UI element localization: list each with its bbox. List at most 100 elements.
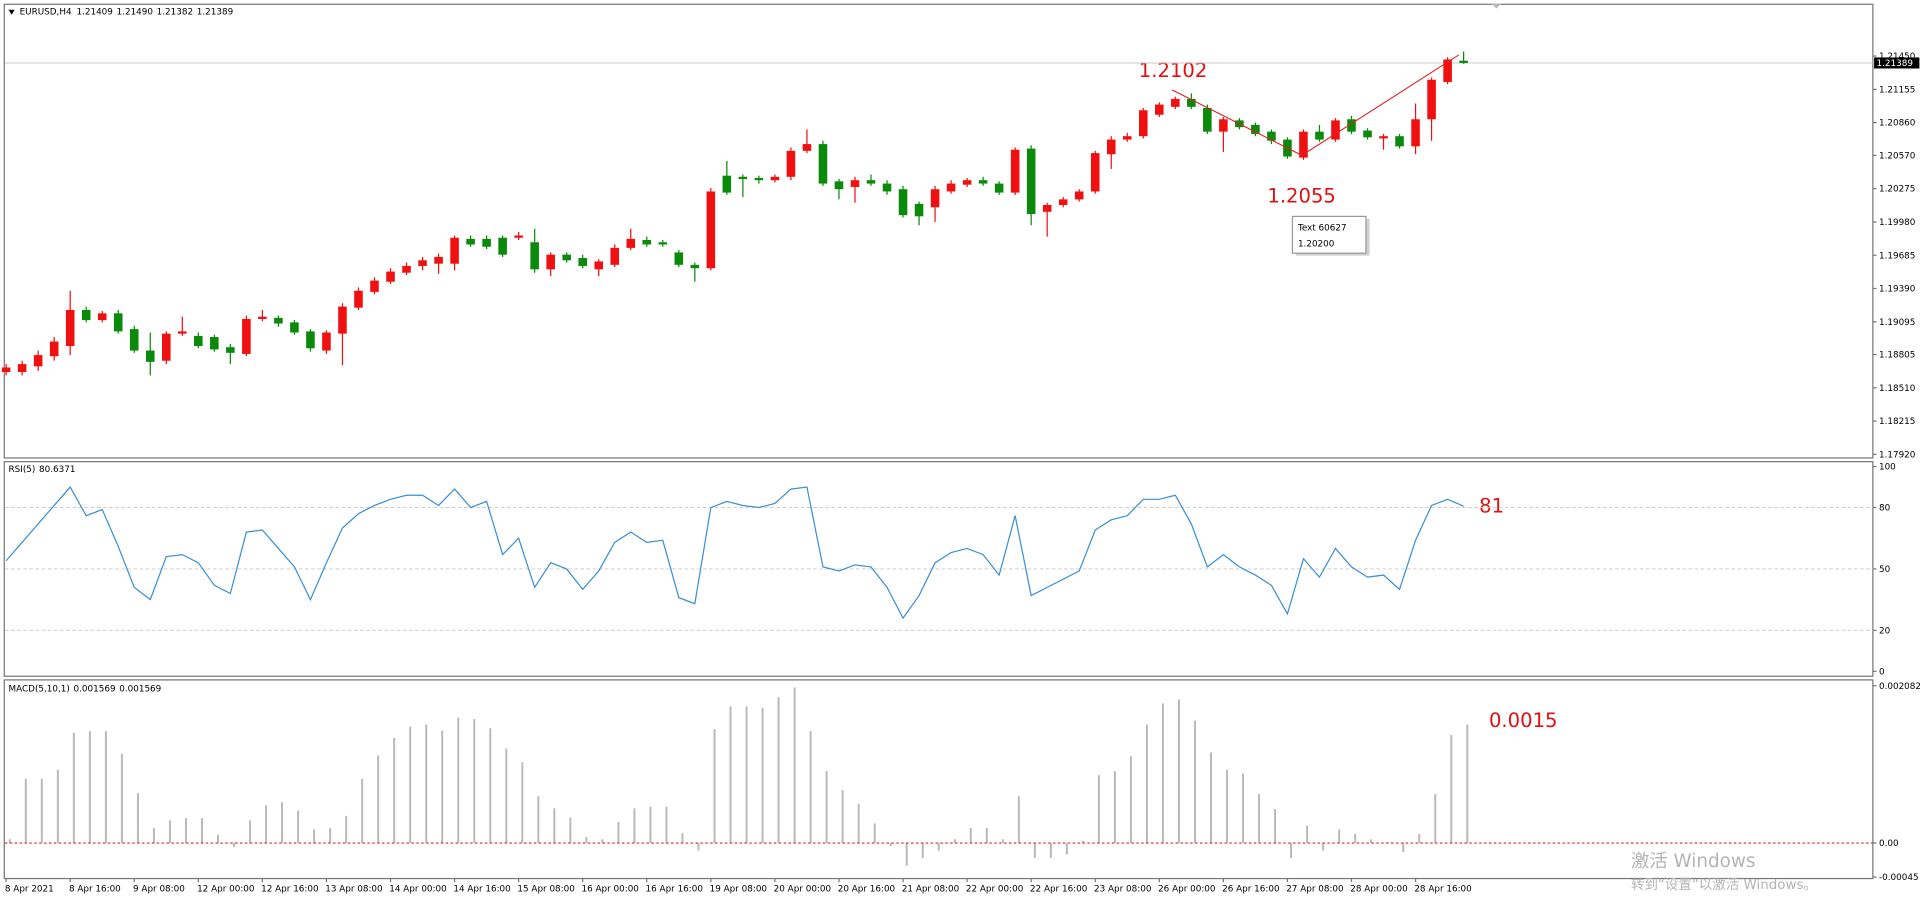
candle-body: [145, 350, 155, 362]
candle-body: [658, 242, 668, 245]
candle-body: [274, 317, 283, 324]
menu-arrow[interactable]: [8, 9, 15, 15]
x-tick-label: 9 Apr 08:00: [133, 884, 185, 894]
candle-body: [418, 260, 427, 266]
x-tick-label: 22 Apr 16:00: [1030, 884, 1088, 894]
symbol: EURUSD,H4: [20, 8, 72, 18]
candle-body: [1090, 153, 1100, 192]
candle-body: [1058, 199, 1068, 206]
watermark: 激活 Windows: [1631, 851, 1755, 872]
y-tick-label: 1.19390: [1879, 285, 1916, 295]
candle-body: [450, 237, 459, 264]
y-tick-label: 0: [1879, 667, 1885, 677]
x-tick-label: 28 Apr 16:00: [1414, 884, 1472, 894]
y-tick-label: 80: [1879, 504, 1891, 514]
candle-body: [17, 364, 27, 372]
candle-body: [370, 280, 379, 292]
x-tick-label: 13 Apr 08:00: [325, 884, 383, 894]
candle-body: [65, 309, 75, 347]
y-tick-label: 1.19095: [1879, 318, 1915, 328]
candle-body: [1347, 119, 1356, 132]
x-tick-label: 12 Apr 16:00: [261, 884, 319, 894]
price-panel: [3, 3, 1874, 459]
annotation: 1.2055: [1267, 184, 1336, 207]
candle-body: [978, 180, 988, 184]
candle-body: [786, 150, 796, 177]
candle-body: [850, 180, 860, 187]
candle-body: [962, 180, 972, 185]
open-value: 1.21409: [76, 8, 112, 18]
candle-body: [1315, 131, 1324, 140]
candle-body: [162, 333, 171, 361]
candle-body: [498, 237, 507, 255]
candle-body: [914, 203, 924, 217]
y-tick-label: 0.00: [1879, 839, 1899, 849]
y-tick-label: 1.18510: [1879, 384, 1916, 394]
indicator-name: RSI(5): [9, 465, 36, 475]
candle-body: [1074, 191, 1084, 200]
candle-body: [482, 238, 491, 247]
candle-body: [882, 183, 892, 192]
annotation: 0.0015: [1489, 709, 1558, 732]
y-tick-label: 1.18215: [1879, 417, 1915, 427]
candle-body: [402, 265, 411, 273]
rsi-header: RSI(5) 80.6371: [9, 465, 76, 475]
low-value: 1.21382: [157, 8, 193, 18]
candle-body: [754, 177, 764, 181]
candle-body: [866, 180, 876, 184]
candle-body: [1395, 136, 1404, 147]
y-tick-label: 1.20275: [1879, 185, 1915, 195]
x-tick-label: 8 Apr 16:00: [69, 884, 121, 894]
candle-body: [1010, 149, 1020, 193]
candle-body: [690, 264, 700, 269]
trendline: [1171, 54, 1460, 157]
candle-body: [306, 331, 315, 349]
candle-body: [242, 318, 251, 354]
candle-body: [946, 183, 956, 192]
candle-body: [1459, 60, 1468, 63]
candle-body: [1411, 119, 1420, 147]
candle-body: [1427, 79, 1436, 120]
x-tick-label: 12 Apr 00:00: [197, 884, 255, 894]
candle-body: [434, 256, 443, 264]
current-price-box: [1874, 57, 1920, 69]
candle-body: [81, 309, 91, 321]
x-tick-label: 19 Apr 08:00: [710, 884, 768, 894]
y-tick-label: 1.17920: [1879, 450, 1916, 460]
x-tick-label: 26 Apr 16:00: [1222, 884, 1280, 894]
candle-body: [610, 247, 620, 265]
y-tick-label: 1.20570: [1879, 151, 1916, 161]
x-tick-label: 16 Apr 00:00: [581, 884, 639, 894]
candle-body: [1171, 98, 1180, 107]
candle-body: [802, 144, 812, 151]
candle-body: [642, 239, 652, 245]
x-tick-label: 28 Apr 00:00: [1350, 884, 1408, 894]
candle-body: [770, 176, 780, 181]
candle-body: [1251, 124, 1260, 134]
candle-body: [210, 337, 219, 350]
candle-body: [1267, 131, 1276, 141]
y-tick-label: 1.20860: [1879, 119, 1916, 129]
tooltip: [1291, 215, 1367, 254]
y-tick-label: 0.002082: [1879, 682, 1920, 692]
rsi-line: [5, 485, 1464, 620]
x-tick-label: 27 Apr 08:00: [1286, 884, 1344, 894]
x-tick-label: 20 Apr 16:00: [838, 884, 896, 894]
candle-body: [1042, 205, 1052, 212]
x-tick-label: 20 Apr 00:00: [774, 884, 832, 894]
candle-body: [386, 271, 395, 282]
candle-body: [578, 258, 587, 266]
x-tick-label: 26 Apr 00:00: [1158, 884, 1216, 894]
y-tick-label: 50: [1879, 565, 1891, 575]
candle-body: [1331, 120, 1340, 140]
tooltip-text: Text 60627: [1297, 224, 1347, 234]
annotation: 1.2102: [1139, 59, 1208, 82]
candle-body: [1443, 59, 1452, 83]
candle-body: [466, 238, 475, 245]
x-tick-label: 21 Apr 08:00: [902, 884, 960, 894]
candle-body: [338, 306, 347, 334]
candle-body: [930, 189, 940, 208]
candle-body: [1155, 104, 1164, 115]
candle-body: [1379, 136, 1388, 139]
